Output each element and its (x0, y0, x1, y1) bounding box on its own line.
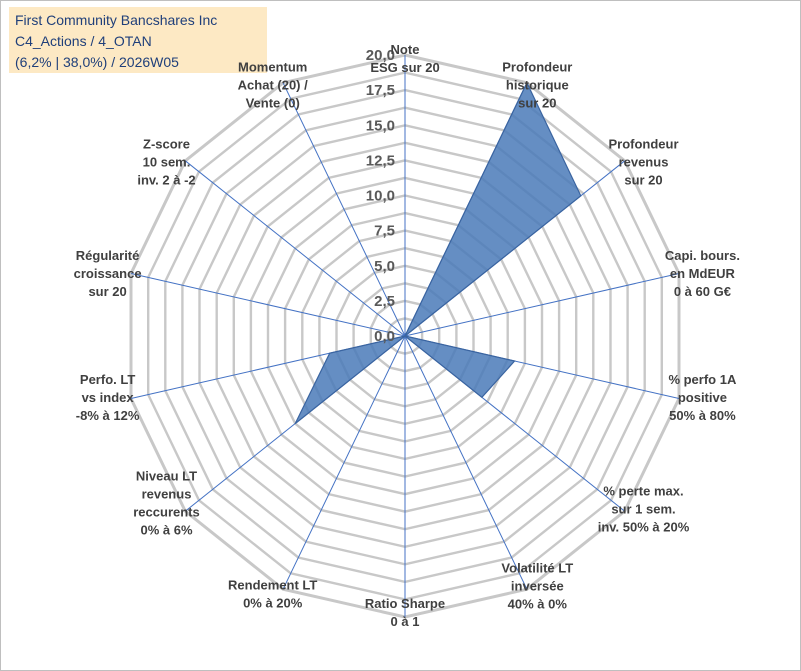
axis-spoke (404, 335, 528, 590)
axis-label: Profondeur (608, 137, 678, 152)
axis-label: Capi. bours. (665, 248, 740, 263)
chart-header: First Community Bancshares Inc C4_Action… (9, 7, 267, 73)
axis-spoke (282, 335, 406, 590)
axis-label: 0% à 6% (140, 523, 192, 538)
axis-label: Z-score (143, 137, 190, 152)
axis-label: -8% à 12% (76, 408, 140, 423)
data-series-area (294, 81, 582, 425)
axis-spoke (282, 82, 406, 337)
axis-label: sur 20 (518, 96, 556, 111)
axis-label: Vente (0) (246, 96, 300, 111)
axis-label: Régularité (76, 248, 140, 263)
axis-label: Volatilité LT (501, 561, 573, 576)
axis-label: Ratio Sharpe (365, 596, 445, 611)
axis-spoke (184, 160, 406, 337)
tick-label: 15,0 (366, 117, 395, 134)
period-label: (6,2% | 38,0%) / 2026W05 (15, 54, 179, 70)
axis-label: ESG sur 20 (370, 60, 439, 75)
axis-label: sur 20 (88, 284, 126, 299)
tick-label: 10,0 (366, 188, 395, 205)
axis-label: inv. 50% à 20% (598, 519, 690, 534)
axis-label: % perfo 1A (668, 372, 737, 387)
axis-label: sur 20 (624, 173, 662, 188)
tick-label: 17,5 (366, 82, 395, 99)
axis-label: revenus (142, 487, 192, 502)
axis-label: Momentum (238, 60, 307, 75)
axis-label: revenus (619, 155, 669, 170)
axis-label: inversée (511, 579, 564, 594)
axis-label: Rendement LT (228, 578, 317, 593)
axis-label: historique (506, 78, 569, 93)
axis-label: % perte max. (603, 483, 683, 498)
axis-spoke (404, 273, 680, 337)
axis-label: 0% à 20% (243, 596, 303, 611)
axis-label: 50% à 80% (669, 408, 736, 423)
axis-label: vs index (82, 390, 135, 405)
tick-label: 20,0 (366, 47, 395, 64)
axis-label: Achat (20) / (238, 78, 308, 93)
axis-label: 40% à 0% (508, 597, 568, 612)
axis-label: reccurents (133, 505, 199, 520)
axis-label: 0 à 60 G€ (674, 284, 731, 299)
axis-spoke (130, 273, 406, 337)
tick-label: 2,5 (374, 293, 395, 310)
company-name: First Community Bancshares Inc (15, 12, 218, 28)
tick-label: 12,5 (366, 152, 395, 169)
axis-label: Niveau LT (136, 469, 197, 484)
tick-label: 7,5 (374, 223, 395, 240)
axis-label: en MdEUR (670, 266, 736, 281)
tick-label: 0,0 (374, 328, 395, 345)
tick-label: 5,0 (374, 258, 395, 275)
axis-label: 0 à 1 (391, 614, 420, 629)
axis-label: positive (678, 390, 727, 405)
axis-label: inv. 2 à -2 (137, 173, 195, 188)
axis-label: croissance (74, 266, 142, 281)
axis-label: Note (391, 42, 420, 57)
axis-label: Perfo. LT (80, 372, 135, 387)
axis-label: sur 1 sem. (611, 501, 675, 516)
axis-label: 10 sem. (143, 155, 191, 170)
category-label: C4_Actions / 4_OTAN (15, 33, 152, 49)
axis-label: Profondeur (502, 60, 572, 75)
